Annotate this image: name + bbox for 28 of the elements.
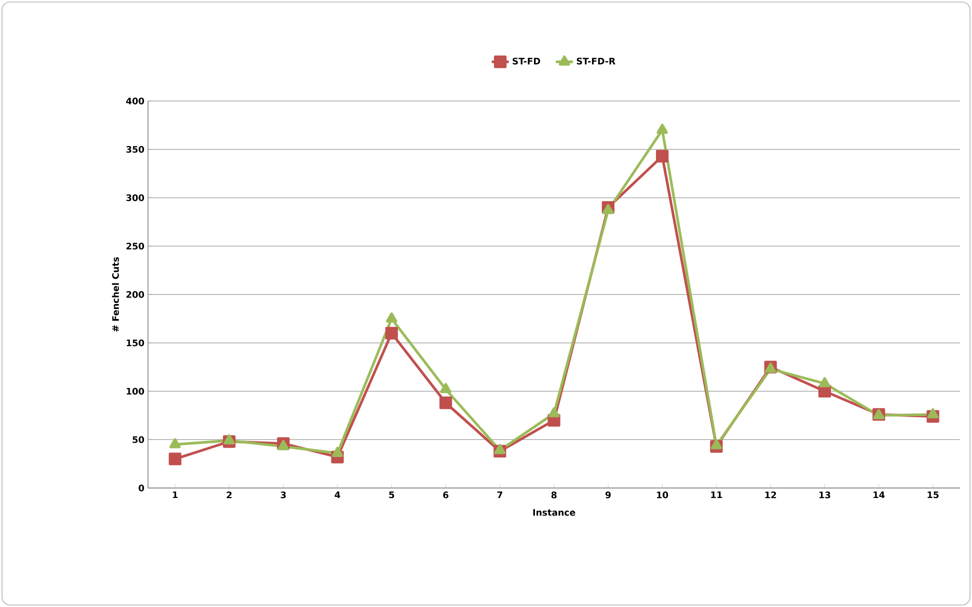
x-tick-label: 7 xyxy=(497,492,502,498)
y-tick-label: 150 xyxy=(126,339,144,346)
x-tick-label: 10 xyxy=(657,492,668,498)
legend-label: ST-FD xyxy=(512,58,540,64)
x-tick-label: 2 xyxy=(226,492,232,498)
x-tick-label: 9 xyxy=(605,492,611,498)
x-tick-label: 8 xyxy=(551,492,557,498)
x-axis-title: Instance xyxy=(533,509,576,516)
y-tick-label: 300 xyxy=(126,194,144,202)
y-tick-label: 0 xyxy=(138,484,144,492)
y-tick-label: 200 xyxy=(126,291,144,298)
x-tick-label: 5 xyxy=(389,492,394,498)
x-tick-label: 11 xyxy=(711,492,722,498)
x-tick-label: 3 xyxy=(280,492,286,498)
y-tick-label: 50 xyxy=(132,436,144,444)
y-axis-title: # Fenchel Cuts xyxy=(112,257,119,332)
x-tick-label: 1 xyxy=(172,492,178,498)
x-tick-label: 6 xyxy=(443,492,448,498)
x-tick-label: 14 xyxy=(874,492,885,498)
x-tick-label: 12 xyxy=(765,492,776,498)
y-tick-label: 350 xyxy=(126,146,144,153)
y-tick-label: 100 xyxy=(126,388,144,395)
y-tick-label: 400 xyxy=(126,98,144,104)
y-tick-label: 250 xyxy=(126,242,144,250)
x-tick-label: 13 xyxy=(819,492,830,498)
x-tick-label: 4 xyxy=(334,492,340,498)
x-tick-label: 15 xyxy=(928,492,939,498)
legend-label: ST-FD-R xyxy=(576,58,616,64)
